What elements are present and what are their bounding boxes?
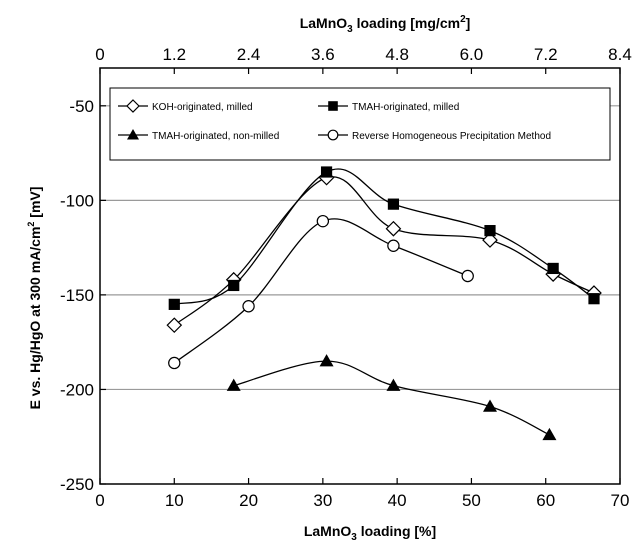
data-point [387,198,400,210]
top-tick-label: 7.2 [534,45,558,64]
legend-label: KOH-originated, milled [152,102,253,113]
top-tick-label: 1.2 [162,45,186,64]
y-tick-label: -150 [60,286,94,305]
data-point [385,220,402,237]
data-point [461,269,474,283]
x-tick-label: 10 [165,491,184,510]
series-4 [168,214,474,370]
legend-label: TMAH-originated, non-milled [152,131,279,142]
series-2 [168,166,600,310]
series-line [173,218,468,364]
data-point [482,232,498,248]
data-point [319,354,334,367]
top-tick-label: 4.8 [385,45,409,64]
data-point [226,378,241,391]
legend-item: TMAH-originated, non-milled [118,129,279,142]
data-point [387,239,400,252]
top-axis-title: LaMnO3 loading [mg/cm2] [300,14,471,35]
x-tick-label: 40 [388,491,407,510]
data-point [547,262,559,275]
legend-item: KOH-originated, milled [118,99,253,113]
data-point [316,214,330,228]
y-axis: -250 -200 -150 -100 -50 [60,97,106,494]
y-tick-label: -50 [69,97,94,116]
legend-item: TMAH-originated, milled [318,101,459,113]
data-point [588,293,600,305]
plot-frame [99,67,621,485]
y-axis-title: E vs. Hg/HgO at 300 mA/cm2 [mV] [26,187,43,410]
data-point [166,317,183,334]
x-axis: 0 10 20 30 40 50 60 70 [95,478,629,510]
data-point [386,378,401,391]
legend-marker [328,101,338,111]
top-tick-label: 0 [95,45,104,64]
series-layer [166,166,602,441]
data-point [168,356,181,370]
data-point [228,279,240,292]
legend-marker [127,129,139,140]
x-tick-label: 70 [611,491,630,510]
top-tick-label: 6.0 [460,45,484,64]
x-axis-title: LaMnO3 loading [%] [304,523,436,543]
series-3 [226,354,557,441]
y-tick-label: -200 [60,380,94,399]
legend-item: Reverse Homogeneous Precipitation Method [318,129,551,142]
data-point [242,300,255,313]
data-point [542,427,557,441]
data-point [484,225,496,237]
x-tick-label: 30 [313,491,332,510]
series-1 [166,169,602,334]
top-tick-label: 2.4 [237,45,261,64]
top-tick-label: 8.4 [608,45,632,64]
top-axis: 0 1.2 2.4 3.6 4.8 6.0 7.2 8.4 [95,45,632,74]
legend-label: Reverse Homogeneous Precipitation Method [352,131,551,142]
x-tick-label: 60 [536,491,555,510]
x-tick-label: 20 [239,491,258,510]
y-tick-label: -250 [60,475,94,494]
data-point [483,399,497,412]
series-line [233,360,550,436]
top-tick-label: 3.6 [311,45,335,64]
x-tick-label: 0 [95,491,104,510]
legend-label: TMAH-originated, milled [352,102,459,113]
legend-marker [327,129,339,141]
data-point [320,166,333,178]
legend-box [109,87,611,161]
legend-marker [126,99,140,113]
data-point [168,298,180,310]
x-tick-label: 50 [462,491,481,510]
y-tick-label: -100 [60,191,94,210]
legend: KOH-originated, milled TMAH-originated, m… [109,87,611,161]
